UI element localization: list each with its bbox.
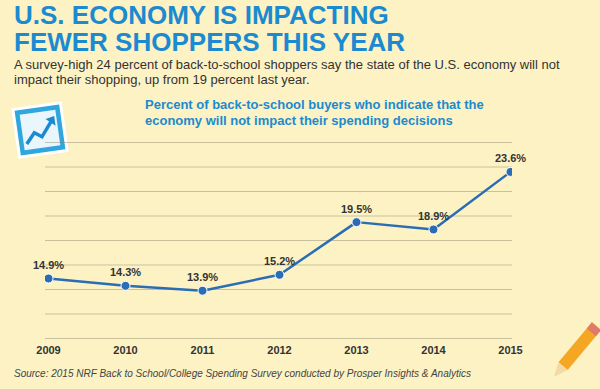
svg-text:2012: 2012: [267, 344, 291, 356]
html-text:U.S. ECONOMY IS IMPACTING FEWE: U.S. ECONOMY IS IMPACTING FEWER SHOPPERS…: [14, 0, 405, 57]
svg-text:18.9%: 18.9%: [418, 210, 449, 222]
svg-text:14.9%: 14.9%: [33, 259, 64, 271]
html-text:Source: 2015 NRF Back to Schoo: Source: 2015 NRF Back to School/College …: [14, 368, 471, 379]
svg-text:2011: 2011: [191, 344, 215, 356]
svg-text:19.5%: 19.5%: [341, 203, 372, 215]
svg-text:15.2%: 15.2%: [264, 255, 295, 267]
svg-text:13.9%: 13.9%: [187, 271, 218, 283]
svg-text:2015: 2015: [498, 344, 522, 356]
html-text:Percent of back-to-school buye: Percent of back-to-school buyers who ind…: [145, 97, 484, 128]
svg-text:2014: 2014: [421, 344, 446, 356]
svg-text:2009: 2009: [36, 344, 60, 356]
svg-text:14.3%: 14.3%: [110, 266, 141, 278]
svg-text:2010: 2010: [113, 344, 137, 356]
svg-text:23.6%: 23.6%: [495, 152, 526, 164]
html-text:A survey-high 24 percent of ba: A survey-high 24 percent of back-to-scho…: [14, 57, 560, 87]
svg-text:2013: 2013: [344, 344, 368, 356]
